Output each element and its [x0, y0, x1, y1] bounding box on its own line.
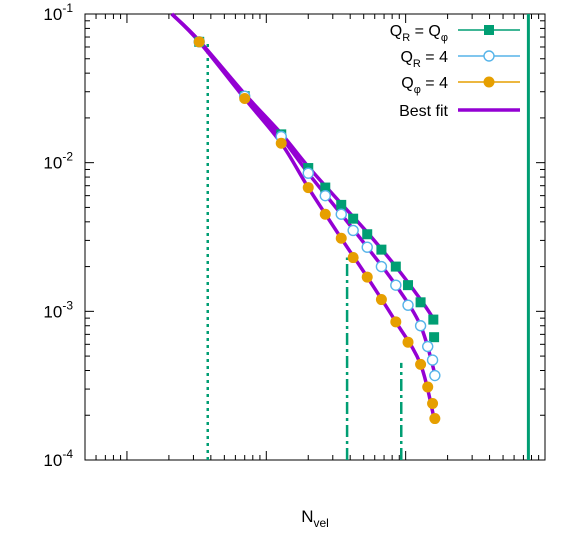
data-point-qr_eq_qphi — [348, 213, 359, 224]
data-point-qphi_4 — [193, 36, 205, 48]
data-point-qphi_4 — [275, 137, 287, 149]
data-points-layer — [193, 36, 441, 425]
data-point-qr_4 — [426, 354, 439, 366]
data-point-qr_4 — [347, 224, 359, 237]
data-point-qphi_4 — [415, 358, 427, 370]
legend-label-sub: φ — [414, 84, 421, 96]
legend-label-part: = 4 — [421, 75, 448, 92]
data-point-qphi_4 — [239, 93, 251, 105]
y-tick-exponent: -3 — [62, 298, 73, 312]
data-point-qphi_4 — [422, 381, 434, 393]
data-point-qr_eq_qphi — [429, 332, 440, 343]
y-tick-exponent: -2 — [62, 150, 73, 164]
legend-marker-qphi_4 — [483, 76, 495, 88]
data-point-qphi_4 — [390, 316, 402, 328]
data-point-qr_4 — [375, 260, 388, 273]
data-point-qr_4 — [319, 189, 331, 202]
fit-lines-layer — [170, 12, 437, 423]
legend-label-sub: R — [413, 58, 421, 70]
regime-markers-layer — [206, 14, 530, 460]
x-axis-label: Nvel — [301, 507, 329, 530]
data-point-qr_4 — [335, 208, 347, 220]
legend-label-part: Q — [390, 23, 402, 40]
legend-marker-qr_4 — [483, 50, 495, 62]
data-point-qphi_4 — [302, 182, 314, 194]
data-point-qr_eq_qphi — [415, 297, 426, 308]
data-point-qphi_4 — [335, 232, 347, 244]
legend-label-qphi_4: Qφ = 4 — [401, 75, 448, 96]
data-point-qphi_4 — [375, 294, 387, 306]
plot-border — [84, 13, 546, 461]
data-point-qphi_4 — [347, 252, 359, 264]
data-point-qr_eq_qphi — [320, 182, 331, 193]
legend-label-part: = 4 — [421, 49, 448, 66]
y-tick-base: 10 — [43, 451, 62, 470]
y-tick-label: 10-2 — [43, 150, 73, 173]
legend-label-qr_eq_qphi: QR = Qφ — [390, 23, 448, 44]
y-tick-exponent: -1 — [62, 1, 73, 15]
legend-label-part: Best fit — [399, 103, 448, 120]
y-tick-label: 10-3 — [43, 298, 73, 321]
y-tick-label: 10-1 — [43, 1, 73, 24]
data-point-qphi_4 — [427, 397, 439, 409]
data-point-qr_4 — [429, 369, 441, 382]
data-point-qr_4 — [390, 279, 402, 291]
data-point-qr_eq_qphi — [376, 244, 387, 255]
legend-label-best_fit: Best fit — [399, 103, 448, 120]
legend-marker-qr_eq_qphi — [484, 25, 494, 35]
data-point-qphi_4 — [319, 208, 331, 220]
data-point-qr_eq_qphi — [336, 199, 347, 210]
x-axis-label-sub: vel — [313, 516, 328, 530]
data-point-qphi_4 — [361, 271, 373, 283]
y-tick-base: 10 — [43, 5, 62, 24]
data-point-qphi_4 — [402, 336, 414, 348]
data-point-qr_4 — [302, 167, 314, 179]
data-point-qr_4 — [422, 340, 434, 353]
legend-label-sub: R — [402, 32, 410, 44]
legend-label-qr_4: QR = 4 — [400, 49, 448, 70]
data-point-qr_4 — [361, 241, 373, 253]
data-point-qr_eq_qphi — [362, 229, 373, 240]
legend-label-part: Q — [401, 75, 413, 92]
x-axis-label-main: N — [301, 507, 313, 526]
data-point-qr_eq_qphi — [403, 280, 414, 291]
legend-label-part: Q — [400, 49, 412, 66]
y-tick-label: 10-4 — [43, 447, 73, 470]
data-point-qr_4 — [402, 299, 414, 311]
data-point-qr_4 — [414, 320, 427, 332]
data-point-qr_eq_qphi — [390, 261, 401, 272]
fit-line-fit_qphi_4 — [170, 12, 437, 423]
y-tick-base: 10 — [43, 154, 62, 173]
legend-label-sub: φ — [441, 32, 448, 44]
legend-label-part: = Q — [410, 23, 441, 40]
data-point-qr_eq_qphi — [428, 314, 439, 325]
data-point-qphi_4 — [429, 413, 441, 425]
y-tick-exponent: -4 — [62, 447, 73, 461]
plot-frame-layer — [84, 13, 546, 461]
y-tick-base: 10 — [43, 302, 62, 321]
